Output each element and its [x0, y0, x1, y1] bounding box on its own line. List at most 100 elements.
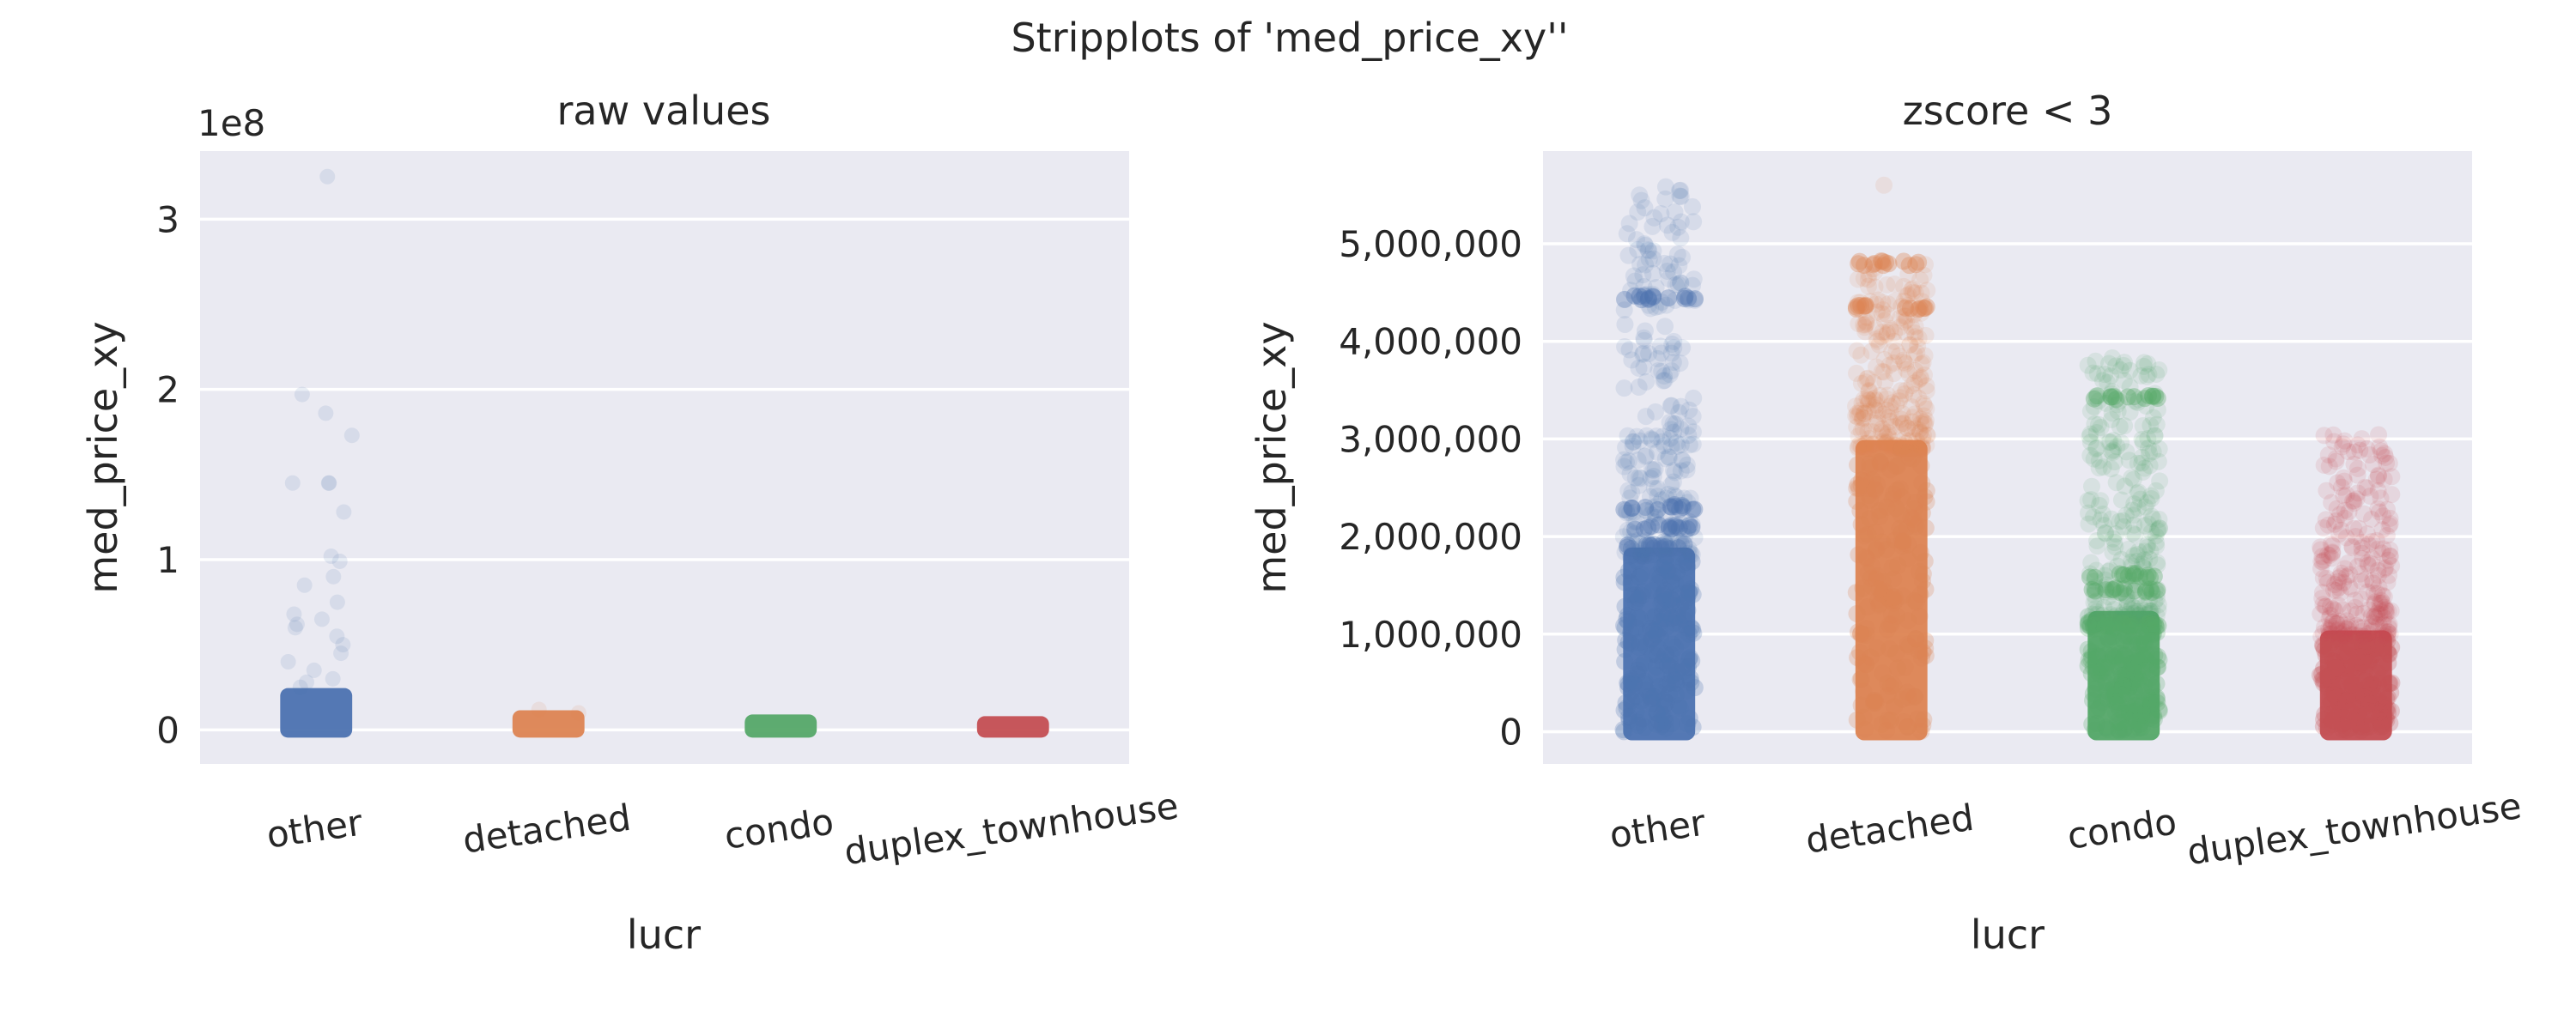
strip-point: [2088, 387, 2106, 405]
strip-point: [2138, 580, 2156, 598]
strip-point: [2110, 722, 2128, 740]
strip-point: [2115, 608, 2133, 626]
strip-point: [1879, 621, 1897, 639]
strip-point: [2326, 654, 2344, 672]
strip-point: [2103, 383, 2121, 401]
strip-point: [1880, 356, 1899, 374]
strip-point: [2121, 361, 2139, 379]
strip-point: [2126, 664, 2144, 682]
strip-point: [1868, 391, 1886, 409]
strip-point: [306, 662, 322, 678]
strip-point: [1656, 318, 1674, 336]
strip-point: [2337, 529, 2355, 547]
strip-point: [1656, 437, 1674, 455]
strip-point: [2115, 354, 2133, 372]
strip-point: [1905, 438, 1923, 456]
strip-point: [1622, 672, 1640, 690]
strip-point: [2360, 536, 2378, 554]
strip-point: [2100, 433, 2118, 451]
strip-point: [2141, 457, 2159, 475]
strip-point: [1666, 203, 1684, 221]
strip-point: [2337, 660, 2355, 678]
strip-point: [2364, 614, 2382, 632]
strip-point: [2358, 637, 2376, 655]
strip-points-zscore: [1614, 176, 2401, 741]
strip-point: [2088, 647, 2106, 665]
strip-point: [1910, 371, 1928, 389]
strip-point: [1662, 397, 1680, 415]
strip-point: [1868, 332, 1886, 350]
strip-point: [2116, 585, 2134, 603]
strip-point: [2150, 519, 2168, 537]
strip-point: [2363, 618, 2381, 636]
strip-point: [1668, 434, 1686, 452]
strip-point: [2099, 630, 2117, 648]
strip-point: [2381, 548, 2399, 566]
y-tick-label: 5,000,000: [1339, 223, 1522, 265]
strip-point: [2109, 657, 2127, 675]
strip-point: [2372, 700, 2391, 718]
strip-point: [2379, 626, 2397, 644]
strip-point: [2354, 707, 2372, 725]
strip-point: [1685, 389, 1703, 407]
strip-point: [1637, 623, 1656, 641]
strip-point: [2125, 516, 2143, 534]
strip-point: [2335, 573, 2353, 591]
strip-point: [2350, 686, 2368, 704]
strip-point: [1887, 607, 1905, 625]
strip-point: [2336, 560, 2354, 578]
strip-point: [2096, 524, 2114, 542]
strip-point: [2142, 656, 2160, 674]
strip-point: [2143, 387, 2161, 405]
strip-point: [1916, 488, 1934, 506]
strip-point: [2087, 610, 2160, 741]
strip-point: [2348, 484, 2366, 502]
strip-point: [2319, 630, 2392, 741]
strip-point: [2112, 686, 2130, 704]
strip-point: [2119, 617, 2137, 635]
strip-point: [2326, 602, 2344, 620]
strip-point: [2114, 676, 2132, 694]
strip-point: [2345, 494, 2363, 512]
strip-point: [2147, 615, 2165, 633]
strip-point: [1665, 487, 1683, 505]
strip-point: [2128, 651, 2146, 670]
strip-point: [1662, 658, 1680, 676]
strip-point: [2132, 712, 2150, 730]
strip-point: [1867, 319, 1885, 337]
strip-point: [2090, 451, 2108, 470]
strip-point: [343, 427, 360, 444]
strip-point: [1906, 515, 1924, 533]
strip-point: [2134, 416, 2152, 434]
strip-point: [2348, 436, 2366, 454]
strip-point: [1879, 426, 1897, 444]
strip-point: [2102, 385, 2120, 403]
strip-point: [1671, 274, 1689, 292]
strip-point: [2124, 565, 2142, 583]
strip-point: [2353, 544, 2371, 562]
strip-point: [2350, 648, 2368, 666]
strip-point: [2369, 664, 2387, 682]
strip-point: [2323, 675, 2341, 693]
strip-point: [289, 616, 305, 633]
strip-point: [1855, 270, 1873, 288]
strip-point: [2119, 566, 2137, 585]
strip-point: [1645, 479, 1663, 497]
strip-point: [1878, 306, 1896, 324]
strip-point: [1644, 539, 1662, 557]
strip-point: [1682, 580, 1700, 598]
strip-point: [2132, 367, 2150, 385]
strip-point: [2121, 677, 2139, 695]
strip-point: [2142, 696, 2160, 714]
strip-point: [2331, 584, 2349, 602]
strip-point: [2096, 366, 2114, 384]
strip-point: [2139, 515, 2157, 533]
strip-point: [325, 568, 342, 585]
strip-point: [1868, 567, 1886, 585]
strip-point: [1680, 650, 1698, 668]
strip-point: [1904, 413, 1922, 431]
strip-point: [2105, 620, 2123, 638]
strip-point: [1643, 694, 1661, 712]
strip-point: [2132, 706, 2150, 724]
strip-point: [2105, 619, 2123, 637]
